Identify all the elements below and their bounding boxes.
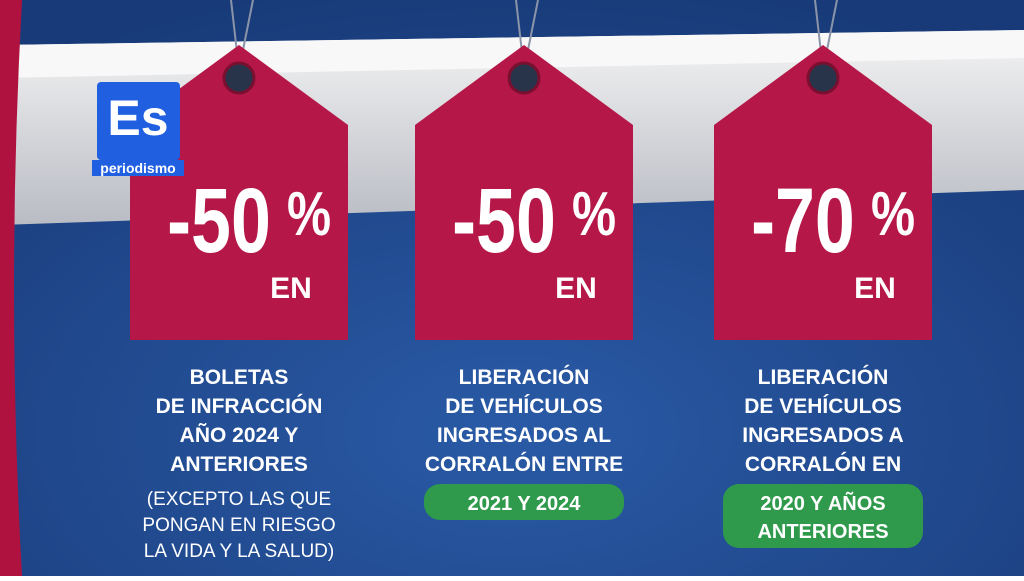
description-line: ANTERIORES [170,453,308,476]
discount-suffix: EN [854,272,896,305]
discount-amount: -70 [751,169,855,272]
price-tag [714,45,932,340]
discount-suffix: EN [555,272,597,305]
description-line: LIBERACIÓN [758,365,889,389]
description-line: INGRESADOS A [742,424,903,447]
highlight-pill [424,484,624,520]
discount-suffix: EN [270,272,312,305]
highlight-line: 2020 Y AÑOS [760,492,885,515]
logo: Es periodismo [92,82,184,176]
side-curve [0,0,22,576]
description-line: CORRALÓN EN [745,452,901,476]
price-tag [130,45,348,340]
description-line: DE VEHÍCULOS [445,395,603,418]
discount-amount: -50 [167,169,271,272]
highlight-pill [723,484,923,548]
logo-name: periodismo [100,160,175,176]
tag-hole [222,61,256,95]
tags: -50 % EN BOLETAS DE INFRACCIÓN AÑO 2024 Y ANTE… [130,0,932,562]
logo-bar [92,160,184,176]
logo-mark: Es [107,90,168,146]
description-line: BOLETAS [190,366,289,389]
highlight-line: 2021 Y 2024 [468,493,582,515]
discount-symbol: % [871,179,915,249]
discount-symbol: % [287,179,331,249]
tag-hole [507,61,541,95]
note-line: (EXCEPTO LAS QUE [147,489,331,510]
note-line: LA VIDA Y LA SALUD) [144,541,334,562]
description-line: DE INFRACCIÓN [156,394,323,418]
note-line: PONGAN EN RIESGO [142,515,335,536]
discount-symbol: % [572,179,616,249]
highlight-line: ANTERIORES [757,521,888,543]
description-line: CORRALÓN ENTRE [425,452,623,476]
description-line: DE VEHÍCULOS [744,395,902,418]
discount-amount: -50 [452,169,556,272]
description-line: INGRESADOS AL [437,424,611,447]
description-line: AÑO 2024 Y [180,424,299,447]
price-tag [415,45,633,340]
description-line: LIBERACIÓN [459,365,590,389]
logo-box [97,82,180,160]
tag-hole [806,61,840,95]
